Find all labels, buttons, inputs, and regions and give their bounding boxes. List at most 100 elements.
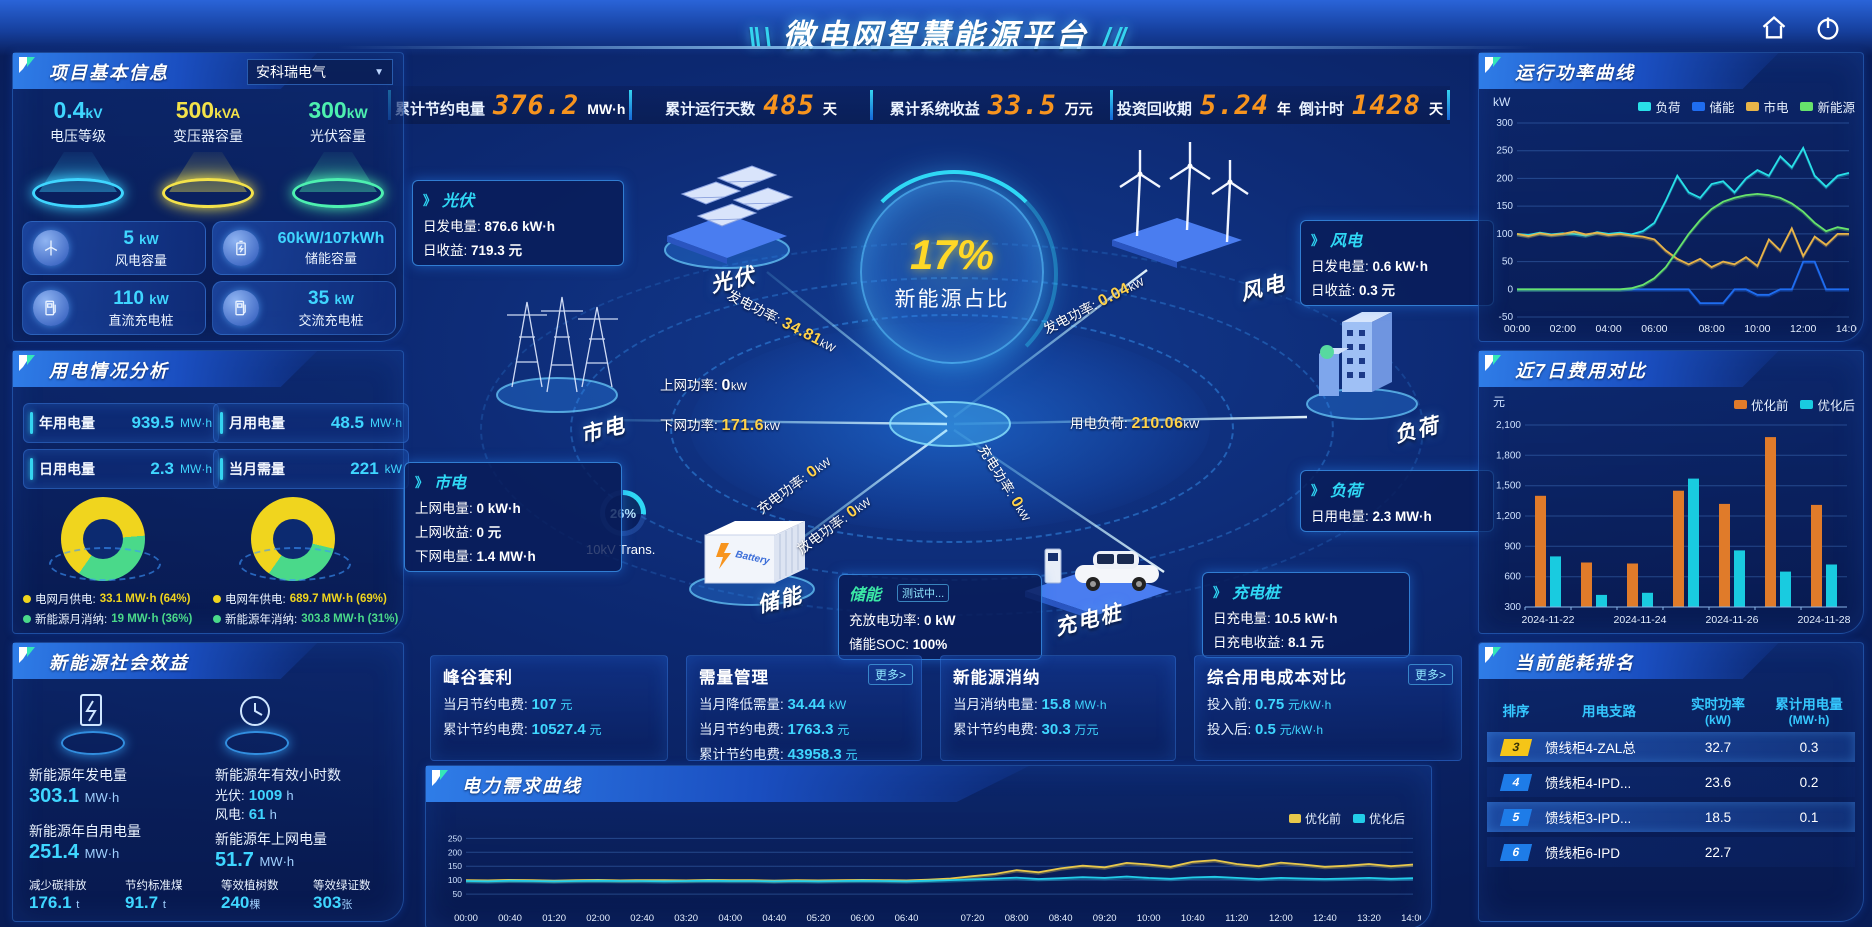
kpi-payback: 投资回收期 5.24 年 倒计时 1428 天	[1116, 89, 1444, 121]
svg-text:12:40: 12:40	[1313, 913, 1337, 924]
svg-text:00:00: 00:00	[1504, 323, 1530, 335]
svg-text:08:00: 08:00	[1698, 323, 1724, 335]
panel-title: 项目基本信息	[49, 63, 169, 83]
stat-month-demand: 当月需量 221 kW	[213, 449, 409, 489]
title-decor-right: / //	[1103, 22, 1126, 52]
pv-tooltip: 》光伏 日发电量: 876.6 kW·h 日收益: 719.3 元	[412, 180, 624, 266]
svg-text:600: 600	[1504, 572, 1521, 583]
kpi-separator	[629, 90, 633, 120]
stat-month-usage: 月用电量 48.5 MW·h	[213, 403, 409, 443]
svg-text:1,500: 1,500	[1496, 481, 1521, 492]
legend-item-after[interactable]: 优化后	[1800, 395, 1855, 414]
panel-title: 用电情况分析	[49, 361, 169, 381]
card-cost-compare: 综合用电成本对比 更多> 投入前: 0.75 元/kW·h 投入后: 0.5 元…	[1194, 655, 1462, 761]
panel-title: 当前能耗排名	[1515, 653, 1635, 673]
wind-tooltip: 》风电 日发电量: 0.6 kW·h 日收益: 0.3 元	[1300, 220, 1494, 306]
svg-text:1,800: 1,800	[1496, 450, 1521, 461]
svg-text:04:00: 04:00	[718, 913, 742, 924]
pedestal-voltage: 0.4kV 电压等级	[19, 97, 137, 208]
svg-text:10:40: 10:40	[1181, 913, 1205, 924]
power-icon[interactable]	[1814, 14, 1842, 42]
legend-item-before[interactable]: 优化前	[1733, 395, 1788, 414]
wind-node[interactable]	[1092, 132, 1262, 277]
donut-ring	[239, 547, 351, 581]
svg-text:11:20: 11:20	[1225, 913, 1248, 924]
energy-generation-icon	[59, 691, 125, 755]
svg-text:50: 50	[453, 889, 463, 899]
svg-text:04:00: 04:00	[1595, 323, 1621, 335]
stat-year-usage: 年用电量 939.5 MW·h	[23, 403, 219, 443]
charger-icon	[33, 290, 69, 326]
legend-item-after[interactable]: 优化后	[1352, 810, 1405, 827]
grid-node[interactable]	[487, 277, 627, 422]
benefit-self-use: 新能源年自用电量 251.4 MW·h	[29, 823, 141, 863]
svg-text:14:00: 14:00	[1401, 913, 1421, 924]
legend-item-renewable[interactable]: 新能源	[1800, 97, 1855, 116]
benefit-coal: 节约标准煤 91.7 t	[125, 880, 183, 912]
svg-text:02:00: 02:00	[586, 913, 610, 924]
table-row[interactable]: 3 馈线柜4-ZAL总 32.7 0.3	[1487, 732, 1855, 762]
legend-item-storage[interactable]: 储能	[1692, 97, 1734, 116]
pedestal-transformer: 500kVA 变压器容量	[149, 97, 267, 208]
kpi-run-days: 累计运行天数 485 天	[665, 89, 837, 121]
legend-item-before[interactable]: 优化前	[1288, 810, 1341, 827]
grid-tooltip: 》市电 上网电量: 0 kW·h 上网收益: 0 元 下网电量: 1.4 MW·…	[404, 462, 622, 572]
load-node[interactable]	[1297, 292, 1427, 427]
svg-text:150: 150	[448, 861, 462, 871]
charger-icon	[223, 290, 259, 326]
legend-item-grid[interactable]: 市电	[1746, 97, 1788, 116]
svg-text:04:40: 04:40	[762, 913, 786, 924]
svg-text:10:00: 10:00	[1744, 323, 1770, 335]
y-axis-unit: 元	[1493, 395, 1506, 409]
svg-text:10:00: 10:00	[1137, 913, 1161, 924]
benefit-effective-hours: 新能源年有效小时数 光伏: 1009 h 风电: 61 h	[215, 767, 341, 823]
clock-icon	[223, 691, 289, 755]
table-row[interactable]: 4 馈线柜4-IPD... 23.6 0.2	[1487, 767, 1855, 797]
panel-energy-ranking: 当前能耗排名 排序 用电支路 实时功率 (kW) 累计用电量 (MW·h) 3 馈线…	[1478, 642, 1864, 922]
renewable-share-sphere: 17% 新能源占比	[850, 170, 1058, 378]
charger-node[interactable]	[1017, 507, 1177, 622]
svg-text:100: 100	[448, 875, 462, 885]
battery-icon	[223, 230, 259, 266]
svg-text:100: 100	[1496, 229, 1513, 240]
storage-node[interactable]: Battery	[677, 497, 827, 612]
svg-text:00:00: 00:00	[454, 913, 478, 924]
table-row[interactable]: 5 馈线柜3-IPD... 18.5 0.1	[1487, 802, 1855, 832]
energy-flow-diagram: 光伏 市电	[402, 122, 1494, 662]
svg-text:06:00: 06:00	[1641, 323, 1667, 335]
more-button[interactable]: 更多>	[867, 664, 913, 685]
svg-text:250: 250	[448, 833, 462, 843]
svg-text:06:40: 06:40	[895, 913, 919, 924]
svg-text:01:20: 01:20	[542, 913, 566, 924]
panel-corner-icon	[19, 57, 35, 73]
svg-text:05:20: 05:20	[807, 913, 831, 924]
svg-text:08:40: 08:40	[1049, 913, 1073, 924]
flow-grid-up: 上网功率: 0kW	[660, 377, 747, 394]
panel-title: 近7日费用对比	[1515, 361, 1648, 381]
panel-header-bar	[13, 643, 318, 679]
table-row[interactable]: 6 馈线柜6-IPD 22.7	[1487, 837, 1855, 867]
tooltip-arrow-icon: 》	[423, 192, 437, 208]
company-selector[interactable]: 安科瑞电气 ▼	[247, 59, 393, 85]
card-peak-valley: 峰谷套利 当月节约电费: 107 元 累计节约电费: 10527.4 元	[430, 655, 668, 761]
svg-text:200: 200	[448, 847, 462, 857]
home-icon[interactable]	[1760, 14, 1788, 42]
svg-text:-50: -50	[1499, 312, 1514, 323]
kpi-separator	[1109, 90, 1113, 120]
svg-text:200: 200	[1496, 173, 1513, 184]
panel-run-power: 运行功率曲线 kW 负荷 储能 市电 新能源 300 250 200 150 100 50…	[1478, 52, 1864, 342]
svg-text:07:20: 07:20	[961, 913, 985, 924]
panel-title: 电力需求曲线	[462, 776, 582, 796]
pv-node[interactable]	[652, 152, 802, 277]
svg-text:300: 300	[1504, 602, 1521, 613]
more-button[interactable]: 更多>	[1407, 664, 1453, 685]
legend-item-load[interactable]: 负荷	[1638, 97, 1680, 116]
benefit-to-grid: 新能源年上网电量 51.7 MW·h	[215, 831, 327, 871]
donut-ring	[49, 547, 161, 581]
panel-header-bar	[13, 351, 318, 387]
panel-corner-icon	[432, 770, 448, 786]
svg-text:250: 250	[1496, 146, 1513, 157]
legend-grid-month: 电网月供电: 33.1 MW·h (64%)	[23, 591, 190, 607]
wind-turbine-icon	[33, 230, 69, 266]
